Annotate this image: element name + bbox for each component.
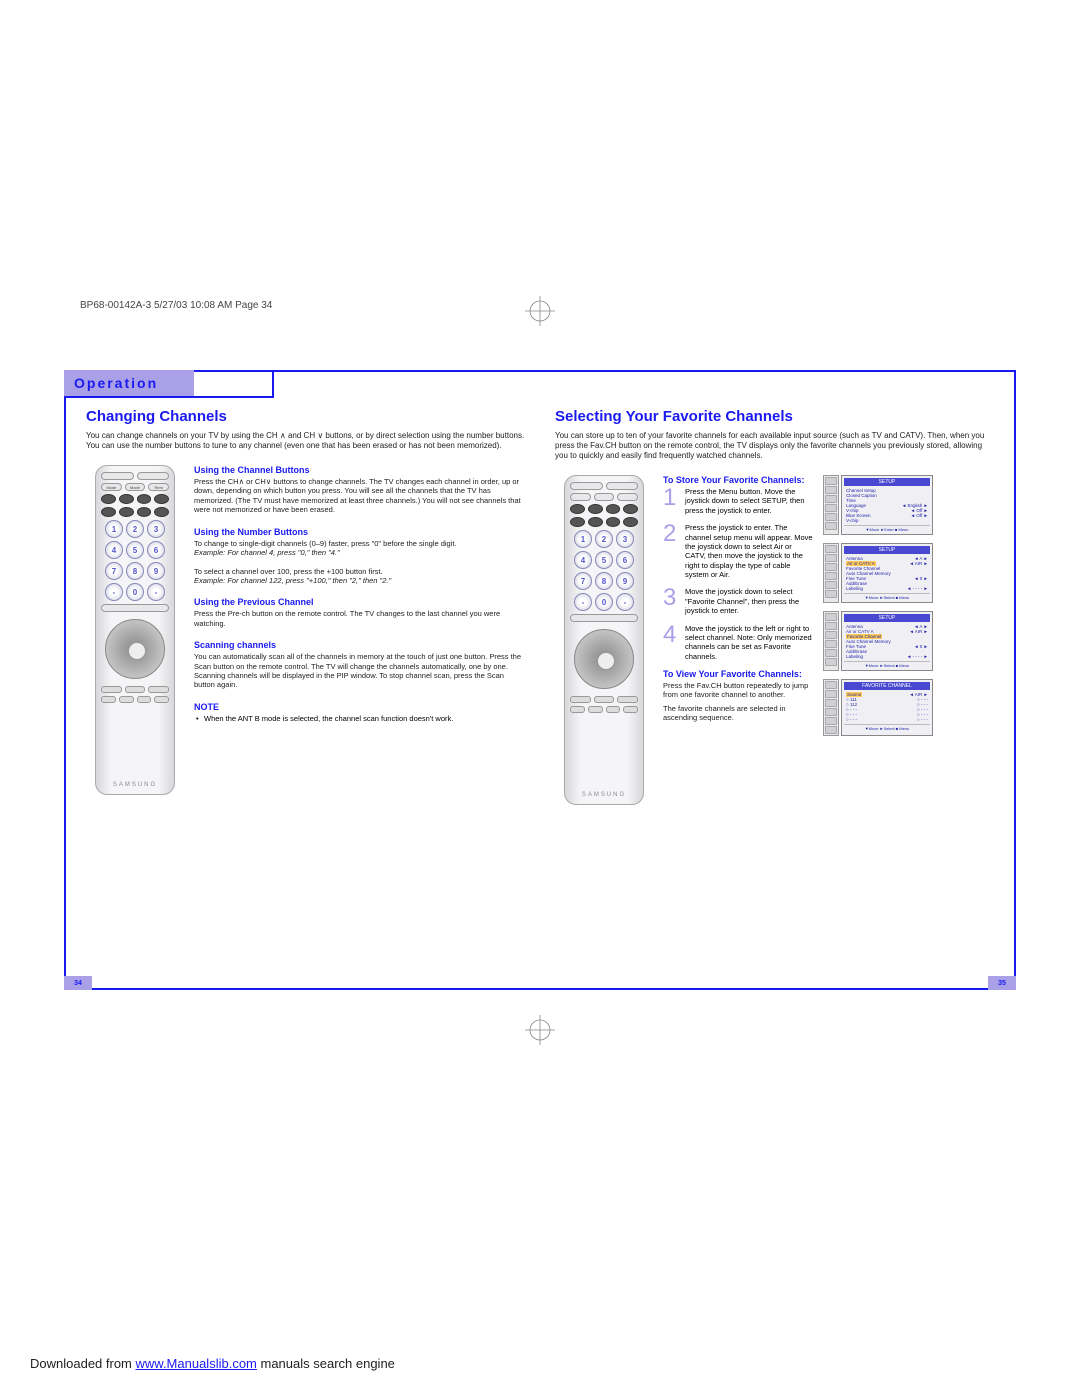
body-text: Press the Fav.CH button repeatedly to ju…	[663, 681, 813, 700]
body-text: Press the Pre-ch button on the remote co…	[194, 609, 525, 628]
note-text: When the ANT B mode is selected, the cha…	[194, 714, 525, 723]
footer-suffix: manuals search engine	[257, 1356, 395, 1371]
page-number-left: 34	[64, 976, 92, 990]
page-frame: Operation 34 35 Changing Channels You ca…	[64, 370, 1016, 990]
body-text: To change to single-digit channels (0–9)…	[194, 539, 525, 586]
section-label: Operation	[64, 370, 194, 396]
page-number-right: 35	[988, 976, 1016, 990]
osd-menu: FAVORITE CHANNELSource◄ AIR ►○ 111○ - - …	[823, 679, 933, 736]
right-page: Selecting Your Favorite Channels You can…	[555, 408, 994, 974]
body-text: Press the CH∧ or CH∨ buttons to change c…	[194, 477, 525, 515]
step: 4 Move the joystick to the left or right…	[663, 624, 813, 662]
remote-brand: SAMSUNG	[101, 782, 169, 788]
download-footer: Downloaded from www.Manualslib.com manua…	[30, 1356, 395, 1371]
subheading: Scanning channels	[194, 640, 525, 650]
subheading: Using the Channel Buttons	[194, 465, 525, 475]
section-tab: Operation	[64, 370, 274, 398]
left-title: Changing Channels	[86, 408, 525, 425]
subheading: To View Your Favorite Channels:	[663, 669, 813, 679]
right-title: Selecting Your Favorite Channels	[555, 408, 994, 425]
footer-prefix: Downloaded from	[30, 1356, 136, 1371]
step: 3 Move the joystick down to select "Favo…	[663, 587, 813, 615]
left-page: Changing Channels You can change channel…	[86, 408, 525, 974]
osd-column: SETUPChannel SetupClosed CaptionTimeLang…	[823, 475, 933, 974]
note-heading: NOTE	[194, 702, 525, 712]
body-text: You can automatically scan all of the ch…	[194, 652, 525, 690]
print-header: BP68-00142A-3 5/27/03 10:08 AM Page 34	[80, 300, 272, 311]
step: 2 Press the joystick to enter. The chann…	[663, 523, 813, 579]
remote-illustration-right: 123 456 789 -0- SAMSUNG	[555, 475, 653, 974]
subheading: Using the Number Buttons	[194, 527, 525, 537]
osd-menu: SETUPAntenna◄ A ►Air or CATV A◄ AIR ►Fav…	[823, 543, 933, 603]
remote-illustration-left: ModeModeRem 123 456 789 -0- SAMSUNG	[86, 465, 184, 974]
crop-mark-bottom	[525, 1015, 555, 1045]
crop-mark-top	[525, 296, 555, 326]
subheading: To Store Your Favorite Channels:	[663, 475, 813, 485]
step: 1 Press the Menu button. Move the joysti…	[663, 487, 813, 515]
right-intro: You can store up to ten of your favorite…	[555, 431, 994, 461]
remote-brand: SAMSUNG	[570, 792, 638, 798]
left-intro: You can change channels on your TV by us…	[86, 431, 525, 451]
footer-link[interactable]: www.Manualslib.com	[136, 1356, 257, 1371]
osd-menu: SETUPAntenna◄ A ►Air or CATV A◄ AIR ►Fav…	[823, 611, 933, 671]
subheading: Using the Previous Channel	[194, 597, 525, 607]
body-text: The favorite channels are selected in as…	[663, 704, 813, 723]
osd-menu: SETUPChannel SetupClosed CaptionTimeLang…	[823, 475, 933, 535]
